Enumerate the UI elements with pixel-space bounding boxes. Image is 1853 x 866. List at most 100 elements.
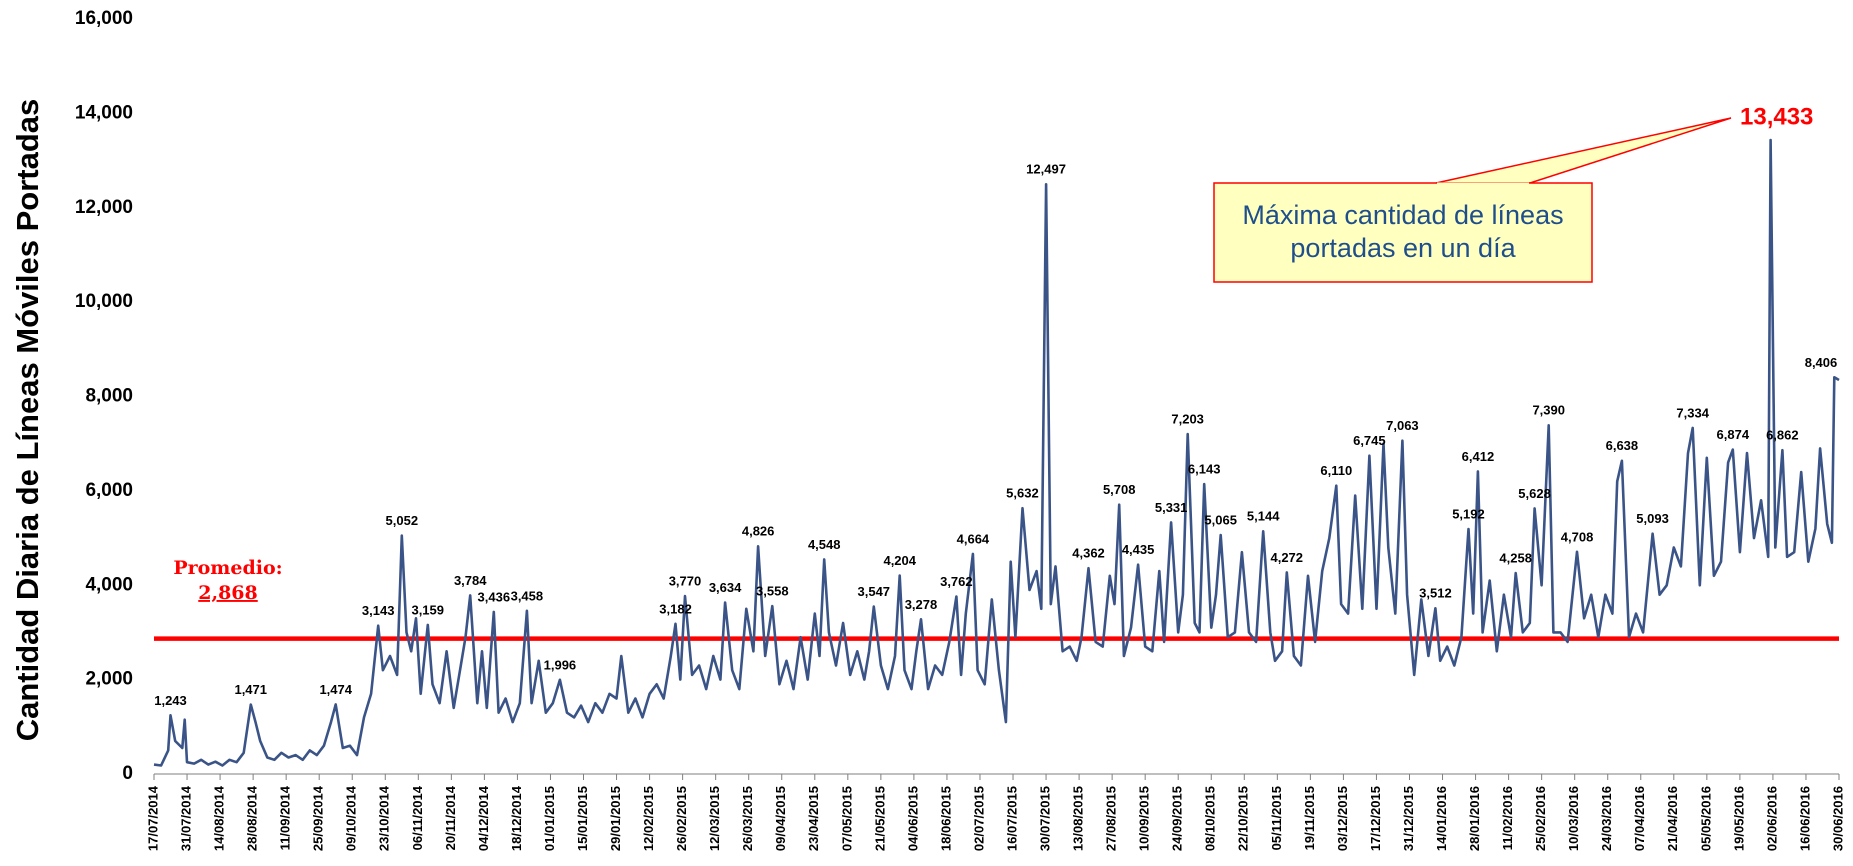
x-tick-label: 17/12/2015 — [1368, 786, 1383, 851]
x-tick-label: 25/09/2014 — [311, 785, 326, 851]
callout-box — [1213, 182, 1593, 283]
x-tick-label: 26/03/2015 — [740, 786, 755, 851]
x-tick-label: 24/03/2016 — [1599, 786, 1614, 851]
data-label: 6,874 — [1717, 427, 1750, 442]
data-label: 4,435 — [1122, 542, 1155, 557]
data-label: 3,784 — [454, 573, 487, 588]
x-tick-label: 17/07/2014 — [145, 785, 160, 851]
y-tick-label: 4,000 — [85, 574, 133, 595]
x-tick-label: 18/06/2015 — [938, 786, 953, 851]
x-tick-label: 22/10/2015 — [1236, 786, 1251, 851]
callout-text: Máxima cantidad de líneas — [1242, 200, 1563, 230]
x-tick-label: 09/10/2014 — [344, 785, 359, 851]
x-tick-label: 07/05/2015 — [839, 786, 854, 851]
x-tick-label: 02/06/2016 — [1764, 786, 1779, 851]
y-tick-label: 0 — [122, 763, 133, 784]
data-label: 5,331 — [1155, 500, 1188, 515]
data-label: 1,474 — [319, 682, 352, 697]
x-tick-label: 20/11/2014 — [443, 785, 458, 850]
x-tick-label: 11/02/2016 — [1500, 786, 1515, 850]
x-tick-label: 12/03/2015 — [707, 786, 722, 851]
x-tick-label: 30/06/2016 — [1830, 786, 1845, 851]
x-tick-label: 30/07/2015 — [1037, 786, 1052, 851]
data-label: 4,708 — [1561, 529, 1594, 544]
data-label: 5,192 — [1452, 506, 1485, 521]
x-tick-label: 04/06/2015 — [905, 786, 920, 851]
data-line — [153, 138, 1840, 767]
x-tick-label: 27/08/2015 — [1104, 786, 1119, 851]
x-tick-label: 08/10/2015 — [1203, 786, 1218, 851]
data-label: 4,258 — [1499, 551, 1532, 566]
data-label: 4,204 — [883, 553, 916, 568]
data-label: 3,458 — [511, 588, 544, 603]
x-tick-label: 03/12/2015 — [1335, 786, 1350, 851]
data-label: 1,471 — [234, 682, 267, 697]
x-tick-label: 12/02/2015 — [641, 786, 656, 851]
data-label: 5,708 — [1103, 482, 1136, 497]
x-tick-label: 31/07/2014 — [178, 785, 193, 851]
data-label: 3,436 — [478, 589, 511, 604]
x-tick-label: 24/09/2015 — [1170, 786, 1185, 851]
x-tick-label: 09/04/2015 — [773, 786, 788, 851]
average-value: 2,868 — [198, 582, 258, 604]
data-label: 3,762 — [940, 574, 973, 589]
callout-pointer — [1435, 117, 1732, 184]
x-tick-label: 14/08/2014 — [212, 785, 227, 851]
y-tick-label: 6,000 — [85, 480, 133, 501]
x-tick-label: 02/07/2015 — [971, 786, 986, 851]
data-label: 3,512 — [1419, 586, 1452, 601]
data-label: 4,362 — [1072, 546, 1105, 561]
x-tick-label: 23/04/2015 — [806, 786, 821, 851]
x-tick-label: 10/09/2015 — [1137, 786, 1152, 851]
y-tick-label: 8,000 — [85, 386, 133, 407]
x-tick-label: 23/10/2014 — [377, 785, 392, 851]
x-tick-label: 28/08/2014 — [245, 785, 260, 851]
x-tick-label: 04/12/2014 — [476, 785, 491, 851]
x-tick-label: 14/01/2016 — [1434, 786, 1449, 851]
data-label: 6,638 — [1606, 438, 1639, 453]
data-label: 3,159 — [411, 602, 444, 617]
x-tick-label: 07/04/2016 — [1632, 786, 1647, 851]
data-label: 3,278 — [905, 597, 938, 612]
x-tick-label: 28/01/2016 — [1467, 786, 1482, 851]
y-axis-title: Cantidad Diaria de Líneas Móviles Portad… — [10, 99, 45, 742]
data-label: 5,144 — [1247, 509, 1280, 524]
x-tick-label: 19/05/2016 — [1731, 786, 1746, 851]
x-tick-label: 16/07/2015 — [1004, 786, 1019, 851]
y-tick-label: 10,000 — [75, 291, 133, 312]
x-tick-label: 18/12/2014 — [509, 785, 524, 851]
x-tick-label: 16/06/2016 — [1797, 786, 1812, 851]
data-label: 3,558 — [756, 584, 789, 599]
x-tick-label: 13/08/2015 — [1071, 786, 1086, 851]
data-label: 6,745 — [1353, 433, 1386, 448]
data-label: 1,996 — [544, 657, 577, 672]
data-label: 1,243 — [154, 693, 187, 708]
data-label: 5,065 — [1204, 512, 1237, 527]
x-tick-label: 26/02/2015 — [674, 786, 689, 851]
data-label: 12,497 — [1026, 162, 1066, 177]
x-tick-label: 19/11/2015 — [1302, 786, 1317, 850]
data-label: 8,406 — [1805, 355, 1838, 370]
data-label: 4,826 — [742, 524, 775, 539]
callout-text: portadas en un día — [1290, 233, 1516, 263]
y-tick-label: 2,000 — [85, 669, 133, 690]
x-tick-label: 11/09/2014 — [278, 785, 293, 850]
data-label: 3,547 — [858, 584, 891, 599]
data-label: 5,093 — [1636, 511, 1669, 526]
x-tick-label: 21/05/2015 — [872, 786, 887, 851]
data-label: 7,063 — [1386, 418, 1419, 433]
x-tick-label: 01/01/2015 — [542, 786, 557, 851]
x-tick-label: 29/01/2015 — [608, 786, 623, 851]
data-label: 3,634 — [709, 580, 742, 595]
x-tick-label: 31/12/2015 — [1401, 786, 1416, 851]
data-label: 6,110 — [1320, 463, 1352, 478]
data-label: 6,862 — [1766, 428, 1799, 443]
data-label: 5,632 — [1006, 486, 1039, 501]
data-label: 6,143 — [1188, 462, 1221, 477]
average-label: Promedio: — [173, 557, 282, 579]
y-tick-label: 14,000 — [75, 102, 133, 123]
x-tick-label: 25/02/2016 — [1533, 786, 1548, 851]
x-tick-label: 15/01/2015 — [575, 786, 590, 851]
data-label: 4,272 — [1270, 550, 1303, 565]
